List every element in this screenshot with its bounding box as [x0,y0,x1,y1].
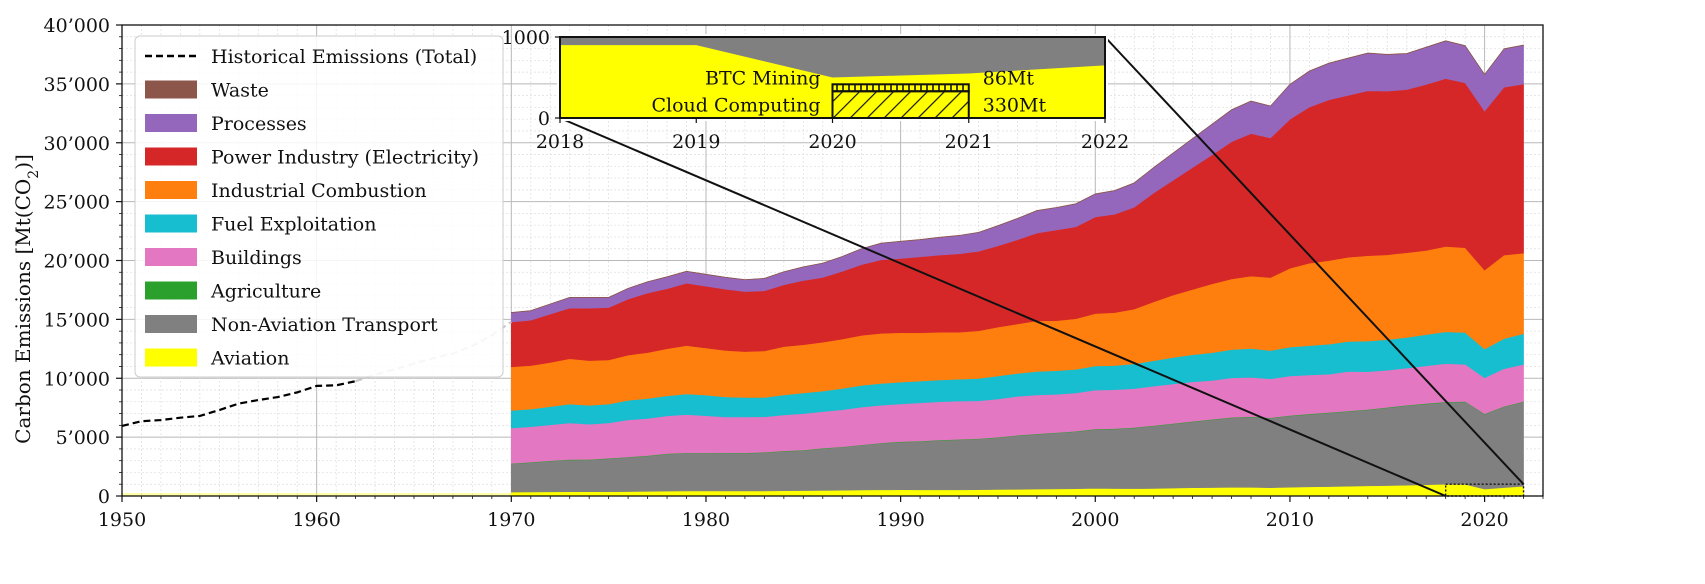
x-tick-label: 2000 [1071,509,1119,531]
legend-label: Power Industry (Electricity) [211,147,479,169]
value-btc-mining: 86Mt [983,67,1035,89]
x-tick-label: 1950 [98,509,146,531]
y-axis-label-subscript: 2 [26,170,42,179]
legend-label: Historical Emissions (Total) [211,46,477,68]
legend-label: Waste [211,80,269,102]
legend-entry-aviation: Aviation [145,348,289,370]
area-aviation-pre-1970 [122,493,512,496]
stacked-areas [122,40,1524,497]
legend: Historical Emissions (Total) Waste Process… [134,35,504,378]
legend-swatch [145,114,197,132]
legend-label: Buildings [211,247,302,269]
y-axis-label-text: Carbon Emissions [Mt(CO [11,179,35,444]
legend-entry-agriculture: Agriculture [145,281,321,303]
legend-swatch [145,147,197,166]
y-tick-label: 25’000 [44,192,110,214]
legend-entry-processes: Processes [145,113,307,135]
legend-entry-industrial-combustion: Industrial Combustion [145,180,427,202]
legend-box [134,35,504,378]
x-tick-label: 1980 [682,509,730,531]
bar-btc-mining [831,83,970,93]
legend-label: Aviation [210,348,289,370]
legend-label: Industrial Combustion [211,180,427,202]
legend-label: Processes [211,113,307,135]
area-waste [511,40,1524,313]
value-cloud-computing: 330Mt [983,95,1047,117]
axes: 1950 1960 1970 1980 1990 2000 2010 2020 0 5’000 10… [44,15,1544,531]
legend-swatch [145,214,197,233]
inset-y-tick-label: 1000 [502,27,550,49]
connector-line-left [559,117,1447,497]
legend-label: Fuel Exploitation [211,214,376,236]
connector-line-right [1104,36,1525,485]
inset-x-tick-label: 2019 [672,131,720,153]
x-tick-label: 2010 [1266,509,1314,531]
inset-y-tick-label: 0 [538,108,550,130]
label-btc-mining: BTC Mining [705,67,820,89]
y-tick-label: 30’000 [44,133,110,155]
label-cloud-computing: Cloud Computing [652,95,821,117]
x-tick-label: 1970 [487,509,535,531]
legend-entry-fuel-exploitation: Fuel Exploitation [145,214,376,236]
y-axis-label-suffix: )] [11,154,35,170]
inset-x-tick-label: 2022 [1081,131,1129,153]
legend-entry-waste: Waste [145,80,269,102]
y-tick-label: 5’000 [56,427,110,449]
y-tick-label: 15’000 [44,309,110,331]
y-tick-label: 20’000 [44,251,110,273]
inset-chart: Cloud Computing BTC Mining 330Mt 86Mt 2018 20… [502,27,1130,153]
x-tick-label: 2020 [1460,509,1508,531]
legend-swatch [145,348,197,367]
y-tick-label: 10’000 [44,368,110,390]
y-tick-label: 35’000 [44,74,110,96]
inset-x-tick-label: 2018 [536,131,584,153]
y-axis-label: Carbon Emissions [Mt(CO2)] [11,154,42,444]
x-tick-label: 1960 [292,509,340,531]
inset-x-tick-label: 2020 [808,131,856,153]
inset-x-tick-label: 2021 [945,131,993,153]
legend-swatch [145,281,197,300]
legend-entry-non-aviation-transport: Non-Aviation Transport [145,314,438,336]
y-tick-label: 40’000 [44,15,110,37]
legend-swatch [145,248,197,266]
legend-swatch [145,181,197,199]
legend-label: Non-Aviation Transport [211,314,438,336]
legend-entry-buildings: Buildings [145,247,302,269]
legend-entry-power-industry-electricity: Power Industry (Electricity) [145,147,479,169]
legend-swatch [145,315,197,333]
bar-cloud-computing [831,90,970,119]
legend-entry-historical-emissions-total: Historical Emissions (Total) [145,46,477,68]
legend-swatch [145,80,197,99]
x-tick-label: 1990 [876,509,924,531]
y-tick-label: 0 [98,486,110,508]
legend-label: Agriculture [210,281,321,303]
historical-line-dark [121,380,356,428]
